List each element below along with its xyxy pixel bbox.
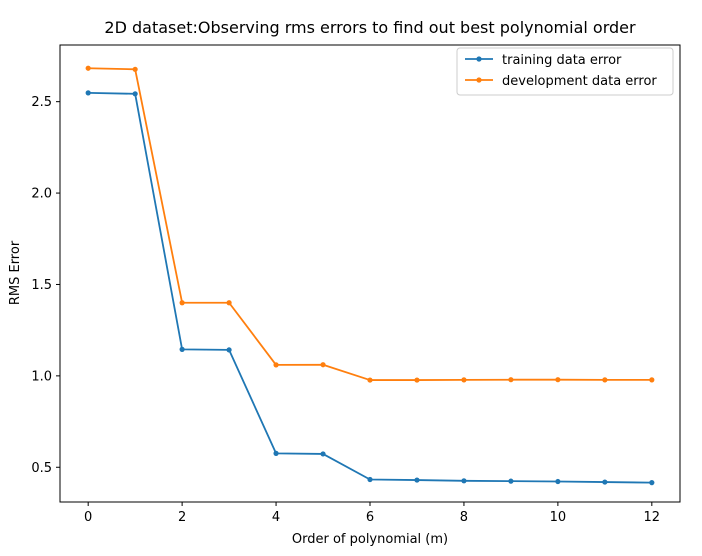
- data-point: [85, 65, 91, 71]
- x-tick-label: 4: [272, 510, 280, 525]
- x-axis-label: Order of polynomial (m): [292, 532, 448, 547]
- data-point: [85, 90, 91, 96]
- data-point: [179, 346, 185, 352]
- data-point: [508, 478, 514, 484]
- x-tick-label: 0: [84, 510, 92, 525]
- data-point: [649, 480, 655, 486]
- data-point: [602, 479, 608, 485]
- plot-background: [60, 45, 680, 502]
- data-point: [273, 450, 279, 456]
- x-tick-label: 2: [178, 510, 186, 525]
- legend-label-development: development data error: [502, 74, 657, 89]
- data-point: [555, 377, 561, 383]
- y-tick-label: 1.5: [31, 278, 52, 293]
- data-point: [367, 377, 373, 383]
- legend-label-training: training data error: [502, 53, 622, 68]
- data-point: [508, 377, 514, 383]
- y-axis-label: RMS Error: [8, 240, 23, 305]
- x-tick-label: 8: [460, 510, 468, 525]
- legend-marker-development: [476, 77, 482, 83]
- data-point: [273, 362, 279, 368]
- y-tick-label: 1.0: [31, 369, 52, 384]
- data-point: [414, 477, 420, 483]
- data-point: [602, 377, 608, 383]
- legend: training data error development data err…: [456, 47, 674, 96]
- data-point: [461, 478, 467, 484]
- data-point: [320, 451, 326, 457]
- data-point: [414, 377, 420, 383]
- legend-entry-training: training data error: [465, 53, 622, 68]
- plot-area: [59, 44, 681, 503]
- series-layer: [85, 65, 655, 486]
- data-point: [461, 377, 467, 383]
- legend-box: [456, 47, 674, 96]
- legend-entry-development: development data error: [465, 74, 657, 89]
- y-tick-label: 2.0: [31, 187, 52, 202]
- data-point: [649, 377, 655, 383]
- x-tick-label: 10: [550, 510, 567, 525]
- data-point: [132, 66, 138, 72]
- y-tick-label: 2.5: [31, 95, 52, 110]
- y-axis: 0.5 1.0 1.5 2.0 2.5: [31, 95, 60, 476]
- data-point: [555, 478, 561, 485]
- x-tick-label: 6: [366, 510, 374, 525]
- x-tick-label: 12: [644, 510, 661, 525]
- data-point: [367, 476, 373, 483]
- y-tick-label: 0.5: [31, 461, 52, 476]
- legend-marker-training: [476, 56, 482, 62]
- data-point: [179, 300, 185, 306]
- data-point: [132, 91, 138, 97]
- x-axis: 0 2 4 6 8 10 12: [84, 502, 660, 525]
- chart-title: 2D dataset:Observing rms errors to find …: [104, 18, 636, 37]
- data-point: [320, 362, 326, 368]
- data-point: [226, 347, 232, 353]
- data-point: [226, 300, 232, 306]
